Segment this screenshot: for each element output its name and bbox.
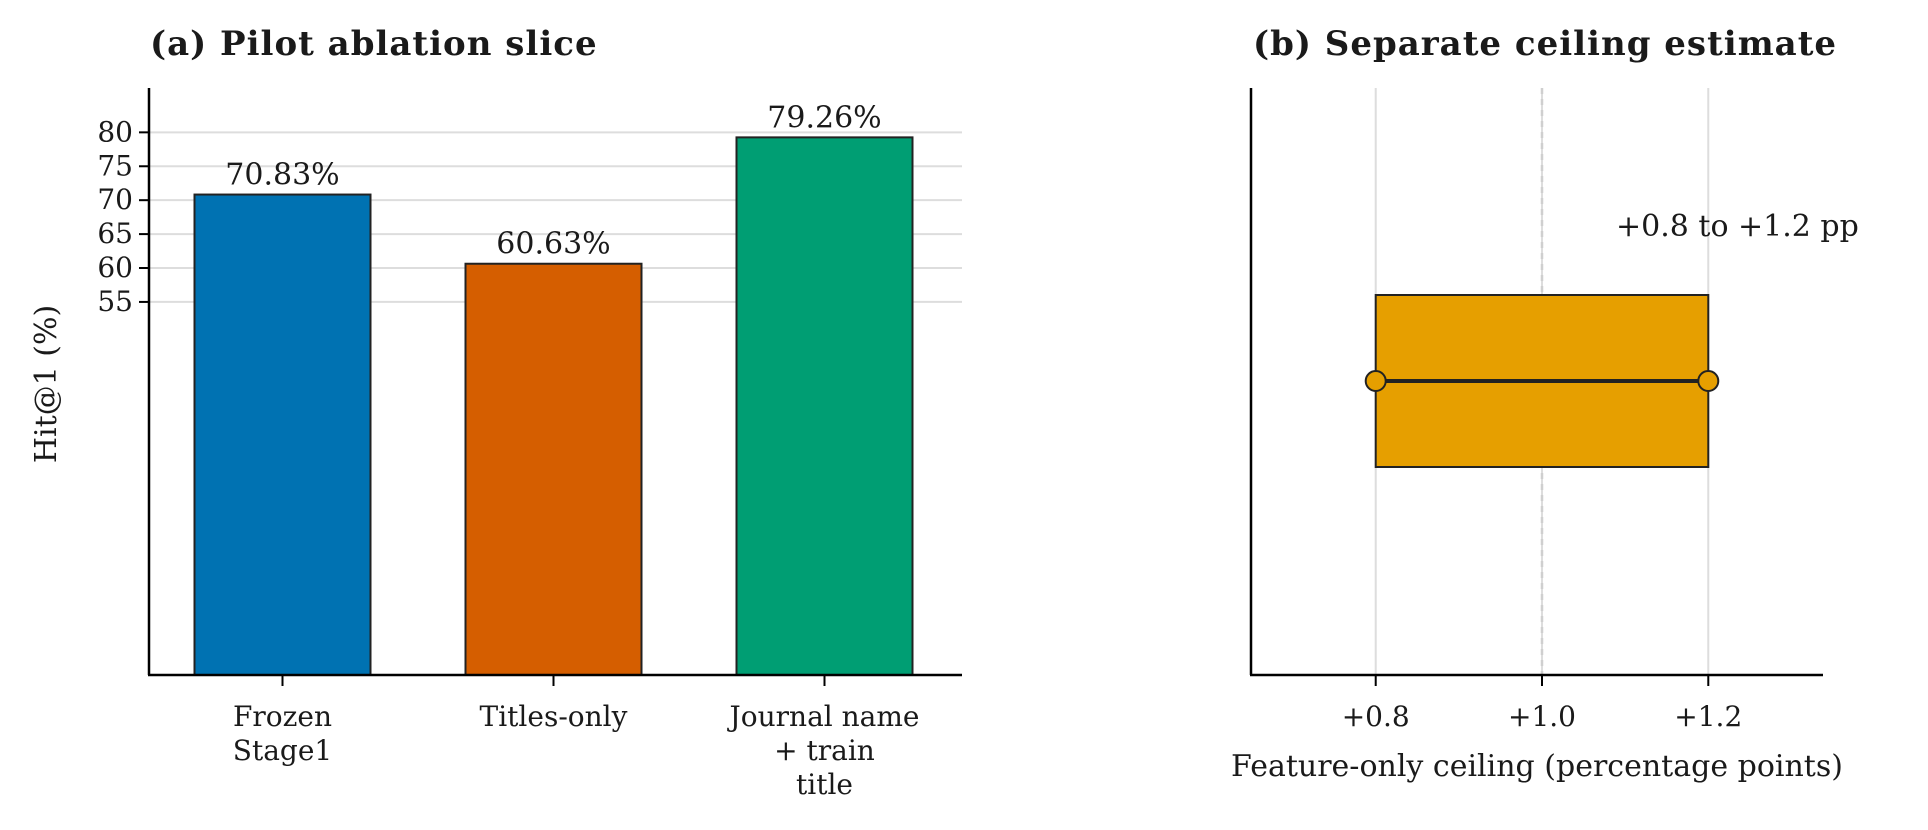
bar-value-label: 60.63% [496, 227, 610, 262]
panel-a-y-tick-label: 55 [97, 285, 133, 318]
panel-a-x-tick-label: Frozen Stage1 [233, 700, 332, 767]
panel-b-range-start-point [1364, 370, 1387, 392]
panel-b-range-end-point [1697, 370, 1720, 392]
panel-a-y-tick-label: 75 [97, 149, 133, 182]
panel-a-y-axis-label: Hit@1 (%) [29, 305, 64, 463]
panel-b-x-tick-label: +0.8 [1342, 700, 1410, 733]
panel-a-y-tick-label: 60 [97, 251, 133, 284]
bar [193, 193, 372, 676]
panel-a-value-labels: 70.83% 60.63% 79.26% [225, 100, 881, 261]
bar-value-label: 79.26% [767, 100, 881, 135]
bar [464, 262, 643, 676]
panel-b-x-ticks: +0.8 +1.0 +1.2 [1342, 675, 1742, 733]
panel-a: (a) Pilot ablation slice 70.83% 60.63% 79.… [29, 24, 962, 801]
panel-a-bars [193, 136, 914, 677]
bar-value-label: 70.83% [225, 158, 339, 193]
panel-a-x-tick-label: Journal name + train title [727, 700, 920, 801]
panel-b-annotation: +0.8 to +1.2 pp [1616, 209, 1859, 244]
panel-a-x-tick-label: Titles-only [480, 700, 628, 733]
panel-a-y-tick-label: 70 [97, 183, 133, 216]
panel-b-x-axis-label: Feature-only ceiling (percentage points) [1231, 749, 1843, 784]
panel-a-title: (a) Pilot ablation slice [150, 24, 598, 64]
panel-a-y-tick-label: 65 [97, 217, 133, 250]
panel-a-x-ticks: Frozen Stage1 Titles-only Journal name + tra… [233, 675, 920, 801]
bar [735, 136, 914, 677]
panel-b: (b) Separate ceiling estimate +0.8 to +1… [1231, 24, 1859, 784]
panel-b-title: (b) Separate ceiling estimate [1253, 24, 1837, 64]
panel-a-y-tick-label: 80 [97, 115, 133, 148]
panel-b-x-tick-label: +1.0 [1508, 700, 1576, 733]
panel-b-x-tick-label: +1.2 [1674, 700, 1742, 733]
